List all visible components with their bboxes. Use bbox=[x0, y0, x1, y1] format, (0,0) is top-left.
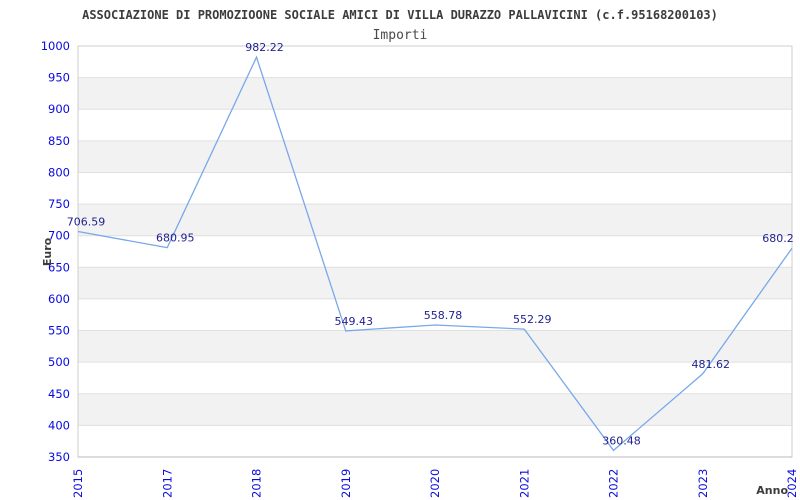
y-tick-label: 1000 bbox=[41, 39, 70, 53]
y-tick-label: 950 bbox=[48, 71, 70, 85]
x-tick-label: 2021 bbox=[517, 469, 531, 498]
background-band bbox=[78, 140, 792, 173]
background-band bbox=[78, 46, 792, 78]
y-tick-label: 350 bbox=[48, 450, 70, 464]
data-point-label: 481.62 bbox=[692, 358, 731, 371]
y-axis-title: Euro bbox=[41, 237, 54, 266]
data-point-label: 982.22 bbox=[245, 41, 284, 54]
y-tick-label: 700 bbox=[48, 229, 70, 243]
x-tick-label: 2019 bbox=[339, 469, 353, 498]
y-tick-label: 650 bbox=[48, 260, 70, 274]
background-band bbox=[78, 267, 792, 299]
series-line bbox=[77, 55, 793, 452]
data-point-label: 558.78 bbox=[424, 309, 463, 322]
x-tick-label: 2022 bbox=[607, 469, 621, 498]
chart-layers: 350 400 450 500 550 600 650 700 750 800 850 900 950 1… bbox=[41, 39, 799, 498]
y-tick-label: 450 bbox=[48, 387, 70, 401]
chart-subtitle: Importi bbox=[373, 28, 428, 43]
y-tick-label: 850 bbox=[48, 134, 70, 148]
x-tick-label: 2020 bbox=[428, 469, 442, 498]
x-tick-label: 2015 bbox=[71, 469, 85, 498]
background-band bbox=[78, 425, 792, 457]
chart-title: ASSOCIAZIONE DI PROMOZIOONE SOCIALE AMIC… bbox=[82, 8, 718, 22]
y-tick-label: 500 bbox=[48, 355, 70, 369]
y-tick-label: 900 bbox=[48, 102, 70, 116]
data-point-label: 680.2 bbox=[762, 232, 794, 245]
y-tick-label: 400 bbox=[48, 418, 70, 432]
background-band bbox=[78, 393, 792, 426]
background-band bbox=[78, 77, 792, 110]
background-band bbox=[78, 362, 792, 394]
y-tick-label: 600 bbox=[48, 292, 70, 306]
background-band bbox=[78, 330, 792, 363]
data-point-label: 706.59 bbox=[67, 216, 106, 229]
data-point-label: 680.95 bbox=[156, 232, 195, 245]
y-tick-label: 550 bbox=[48, 324, 70, 338]
background-band bbox=[78, 109, 792, 141]
background-band bbox=[78, 204, 792, 236]
data-point-label: 360.48 bbox=[602, 434, 641, 447]
data-point-label: 549.43 bbox=[335, 315, 374, 328]
x-tick-label: 2023 bbox=[696, 469, 710, 498]
x-tick-label: 2018 bbox=[250, 469, 264, 498]
x-axis-title: Anno bbox=[756, 484, 788, 497]
y-tick-label: 750 bbox=[48, 197, 70, 211]
x-tick-label: 2017 bbox=[160, 469, 174, 498]
y-tick-label: 800 bbox=[48, 165, 70, 179]
background-band bbox=[78, 172, 792, 205]
background-band bbox=[78, 235, 792, 268]
data-point-label: 552.29 bbox=[513, 313, 552, 326]
x-tick-label: 2024 bbox=[785, 469, 799, 498]
